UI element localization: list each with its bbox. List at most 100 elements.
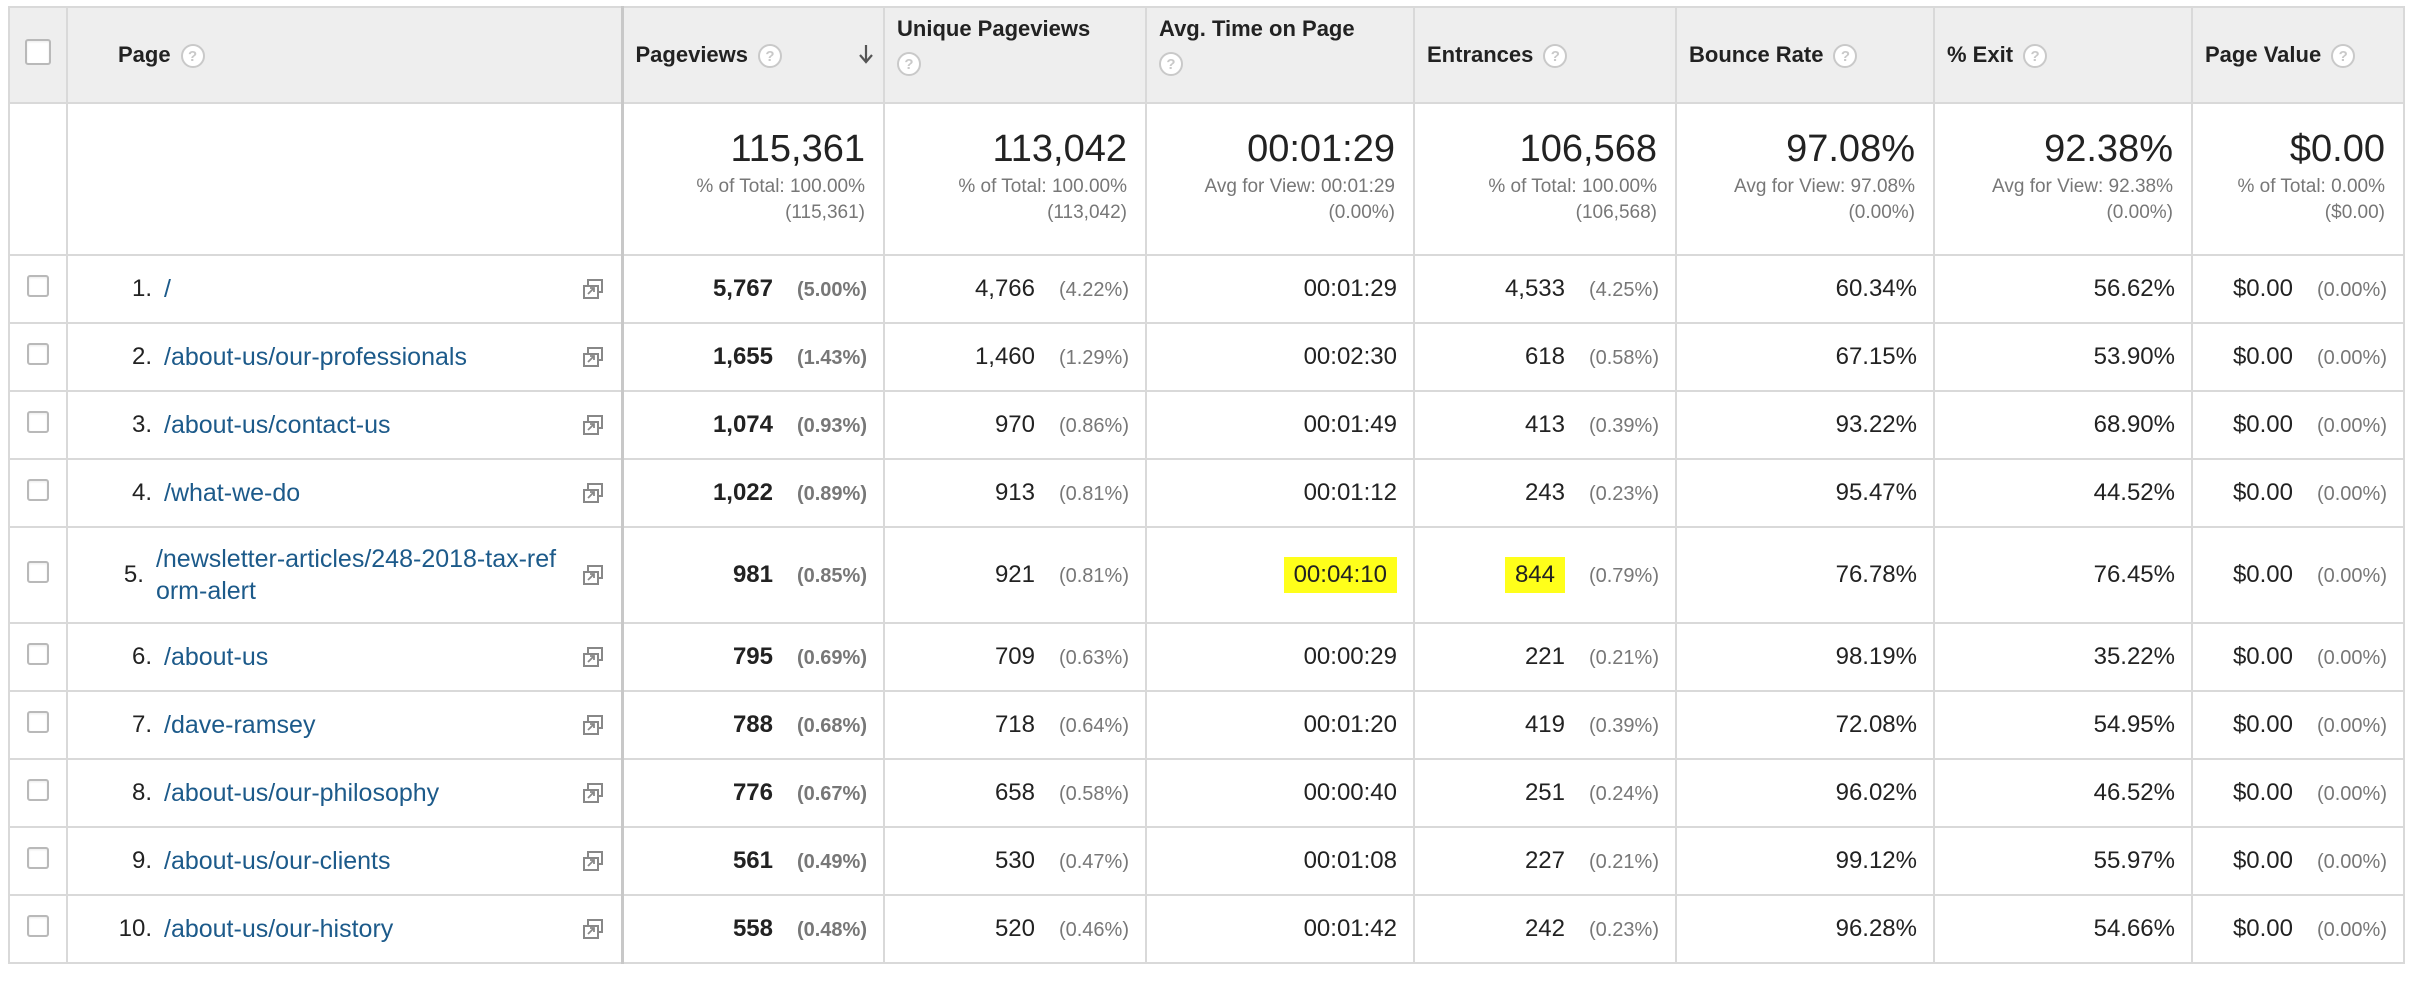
select-all-checkbox[interactable]: [25, 39, 51, 65]
pageviews-value: 788: [732, 711, 773, 738]
exit-cell: 53.90%: [1933, 322, 2193, 392]
entrances-value: 618: [1524, 343, 1565, 370]
avg-time-cell: 00:01:42: [1145, 894, 1415, 964]
open-in-new-window-icon[interactable]: [581, 481, 605, 505]
row-rank: 4.: [131, 479, 152, 506]
open-in-new-window-icon[interactable]: [581, 563, 605, 587]
pages-report-table: Page? Pageviews? Unique Pageviews? Avg. …: [8, 6, 2405, 964]
pageviews-value: 1,655: [712, 343, 773, 370]
row-checkbox[interactable]: [27, 410, 49, 433]
page-value-cell: $0.00 (0.00%): [2191, 526, 2405, 624]
exit-value: 54.95%: [2093, 711, 2175, 738]
pageviews-cell: 1,655 (1.43%): [620, 322, 885, 392]
page-cell: 3. /about-us/contact-us: [66, 390, 623, 460]
entrances-percent: (0.39%): [1588, 415, 1659, 437]
bounce-rate-cell: 96.02%: [1675, 758, 1935, 828]
page-link[interactable]: /about-us/our-clients: [164, 847, 391, 875]
open-in-new-window-icon[interactable]: [581, 781, 605, 805]
row-checkbox[interactable]: [27, 846, 49, 869]
row-checkbox[interactable]: [27, 274, 49, 297]
page-link[interactable]: /what-we-do: [164, 479, 301, 507]
page-cell: 1. /: [66, 254, 623, 324]
entrances-cell: 243 (0.23%): [1413, 458, 1677, 528]
entrances-cell: 419 (0.39%): [1413, 690, 1677, 760]
total-pageviews: 115,361 % of Total: 100.00% (115,361): [620, 102, 885, 256]
open-in-new-window-icon[interactable]: [581, 277, 605, 301]
help-circle-icon[interactable]: ?: [897, 52, 921, 76]
pageviews-percent: (0.68%): [796, 715, 867, 737]
entrances-percent: (0.58%): [1588, 347, 1659, 369]
help-circle-icon[interactable]: ?: [2331, 44, 2356, 69]
page-link[interactable]: /about-us/our-history: [164, 915, 394, 943]
help-circle-icon[interactable]: ?: [1159, 52, 1183, 76]
page-value-value: $0.00: [2232, 275, 2293, 302]
row-rank: 6.: [131, 643, 152, 670]
avg-time-cell: 00:00:29: [1145, 622, 1415, 692]
open-in-new-window-icon[interactable]: [581, 713, 605, 737]
page-link[interactable]: /about-us/our-professionals: [164, 343, 467, 371]
page-value-value: $0.00: [2232, 643, 2293, 670]
row-checkbox[interactable]: [27, 710, 49, 733]
help-circle-icon[interactable]: ?: [758, 44, 783, 69]
total-bounce-rate: 97.08% Avg for View: 97.08% (0.00%): [1675, 102, 1935, 256]
header-row: Page? Pageviews? Unique Pageviews? Avg. …: [8, 6, 2405, 104]
row-checkbox[interactable]: [27, 342, 49, 365]
help-circle-icon[interactable]: ?: [1543, 44, 1568, 69]
column-header-exit[interactable]: % Exit?: [1933, 6, 2193, 104]
page-link[interactable]: /about-us/contact-us: [164, 411, 391, 439]
help-circle-icon[interactable]: ?: [1833, 44, 1858, 69]
column-header-bounce-rate-label: Bounce Rate: [1689, 41, 1824, 67]
total-exit-view: Avg for View: 92.38%: [1992, 176, 2173, 197]
bounce-rate-value: 98.19%: [1835, 643, 1917, 670]
page-link[interactable]: /dave-ramsey: [164, 711, 316, 739]
open-in-new-window-icon[interactable]: [581, 917, 605, 941]
open-in-new-window-icon[interactable]: [581, 849, 605, 873]
entrances-cell: 227 (0.21%): [1413, 826, 1677, 896]
column-header-page-value[interactable]: Page Value?: [2191, 6, 2405, 104]
row-checkbox[interactable]: [27, 560, 49, 583]
row-checkbox-cell: [8, 622, 68, 692]
bounce-rate-value: 99.12%: [1835, 847, 1917, 874]
total-entrances: 106,568 % of Total: 100.00% (106,568): [1413, 102, 1677, 256]
column-header-entrances[interactable]: Entrances?: [1413, 6, 1677, 104]
help-circle-icon[interactable]: ?: [180, 44, 205, 69]
entrances-cell: 413 (0.39%): [1413, 390, 1677, 460]
row-rank: 7.: [131, 711, 152, 738]
row-checkbox[interactable]: [27, 642, 49, 665]
row-checkbox-cell: [8, 690, 68, 760]
entrances-percent: (0.21%): [1588, 647, 1659, 669]
totals-empty-cell: [66, 102, 623, 256]
row-checkbox[interactable]: [27, 478, 49, 501]
total-unique-pageviews-count: (113,042): [1047, 202, 1127, 223]
page-link[interactable]: /about-us/our-philosophy: [164, 779, 440, 807]
column-header-exit-label: % Exit: [1947, 41, 2014, 67]
column-header-entrances-label: Entrances: [1427, 41, 1534, 67]
page-value-percent: (0.00%): [2316, 647, 2387, 669]
unique-pageviews-value: 658: [994, 779, 1035, 806]
row-checkbox[interactable]: [27, 778, 49, 801]
row-checkbox[interactable]: [27, 914, 49, 937]
open-in-new-window-icon[interactable]: [581, 413, 605, 437]
page-link[interactable]: /about-us: [164, 643, 269, 671]
arrow-down-icon[interactable]: [859, 44, 873, 64]
total-page-value: $0.00 % of Total: 0.00% ($0.00): [2191, 102, 2405, 256]
entrances-percent: (4.25%): [1588, 279, 1659, 301]
page-link[interactable]: /: [164, 275, 171, 303]
totals-row: 115,361 % of Total: 100.00% (115,361) 11…: [8, 102, 2405, 256]
entrances-percent: (0.23%): [1588, 483, 1659, 505]
column-header-page[interactable]: Page?: [66, 6, 623, 104]
total-unique-pageviews: 113,042 % of Total: 100.00% (113,042): [883, 102, 1147, 256]
exit-value: 68.90%: [2093, 411, 2175, 438]
open-in-new-window-icon[interactable]: [581, 645, 605, 669]
column-header-unique-pageviews[interactable]: Unique Pageviews?: [883, 6, 1147, 104]
row-rank: 10.: [118, 915, 152, 942]
page-value-percent: (0.00%): [2316, 347, 2387, 369]
open-in-new-window-icon[interactable]: [581, 345, 605, 369]
help-circle-icon[interactable]: ?: [2023, 44, 2048, 69]
column-header-avg-time-on-page[interactable]: Avg. Time on Page?: [1145, 6, 1415, 104]
column-header-pageviews[interactable]: Pageviews?: [620, 6, 885, 104]
column-header-bounce-rate[interactable]: Bounce Rate?: [1675, 6, 1935, 104]
page-link[interactable]: /newsletter-articles/248-2018-tax-reform…: [155, 545, 557, 605]
pageviews-cell: 981 (0.85%): [620, 526, 885, 624]
unique-pageviews-cell: 709 (0.63%): [883, 622, 1147, 692]
